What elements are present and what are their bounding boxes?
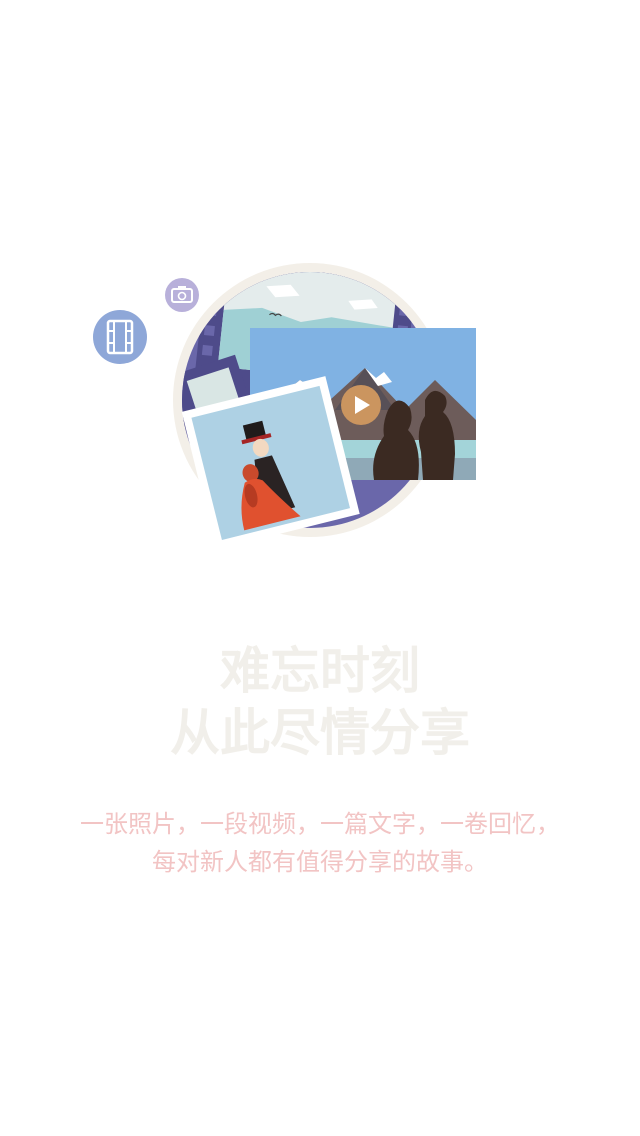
couple-photo [181, 376, 360, 550]
headline-line-1: 难忘时刻 [220, 642, 420, 700]
play-icon [341, 385, 381, 425]
headline-line-2: 从此尽情分享 [170, 704, 470, 762]
film-icon [93, 310, 147, 364]
caption-line-1: 一张照片，一段视频，一篇文字，一卷回忆， [80, 810, 560, 838]
camera-icon [165, 278, 199, 312]
caption-line-2: 每对新人都有值得分享的故事。 [152, 848, 488, 876]
onboarding-illustration [93, 263, 476, 550]
